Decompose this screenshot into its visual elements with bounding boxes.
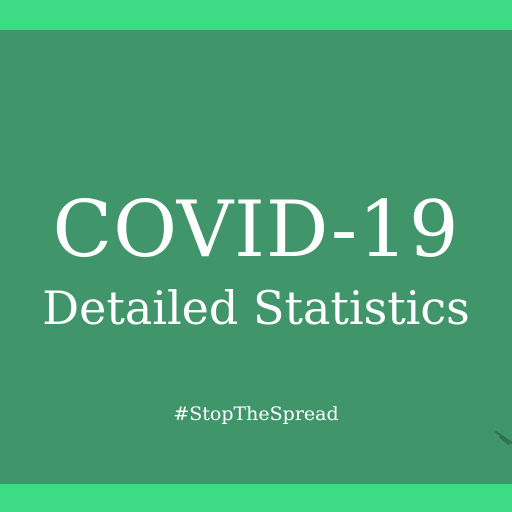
bottom-accent-band xyxy=(0,484,512,512)
banner-hashtag: #StopTheSpread xyxy=(173,403,339,425)
banner-panel xyxy=(0,30,512,484)
banner-subtitle: Detailed Statistics xyxy=(42,281,470,335)
top-accent-band xyxy=(0,0,512,30)
banner-title: COVID-19 xyxy=(52,185,460,275)
